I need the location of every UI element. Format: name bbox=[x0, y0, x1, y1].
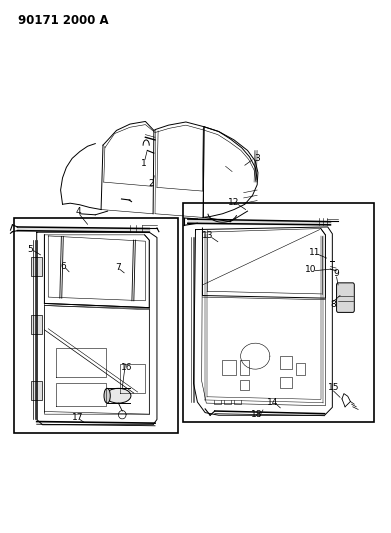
Bar bbox=[240, 360, 249, 375]
Text: 2: 2 bbox=[148, 179, 154, 188]
Text: 16: 16 bbox=[121, 364, 133, 372]
Text: 3: 3 bbox=[254, 154, 260, 163]
Text: 12: 12 bbox=[228, 198, 240, 207]
Ellipse shape bbox=[104, 389, 110, 403]
Bar bbox=[296, 363, 305, 375]
Text: 15: 15 bbox=[328, 383, 339, 392]
Text: 5: 5 bbox=[28, 245, 33, 254]
Bar bbox=[31, 257, 42, 276]
Text: 8: 8 bbox=[331, 300, 336, 309]
FancyBboxPatch shape bbox=[337, 283, 354, 312]
Text: 18: 18 bbox=[251, 410, 263, 419]
Text: 6: 6 bbox=[61, 262, 66, 271]
Text: 13: 13 bbox=[202, 231, 213, 240]
Text: 7: 7 bbox=[115, 263, 120, 272]
Text: 9: 9 bbox=[333, 269, 339, 278]
Bar bbox=[183, 203, 373, 422]
Bar bbox=[222, 360, 236, 375]
Text: 90171 2000 A: 90171 2000 A bbox=[18, 14, 109, 27]
Bar bbox=[240, 380, 249, 391]
Text: 14: 14 bbox=[267, 398, 278, 407]
Text: 10: 10 bbox=[305, 265, 317, 274]
Bar bbox=[280, 377, 292, 388]
Text: 11: 11 bbox=[309, 248, 321, 257]
Bar bbox=[280, 356, 292, 369]
Text: 1: 1 bbox=[141, 159, 146, 167]
Bar bbox=[31, 381, 42, 400]
Text: 17: 17 bbox=[72, 413, 84, 422]
Bar bbox=[14, 218, 178, 433]
Text: 4: 4 bbox=[75, 207, 81, 216]
Ellipse shape bbox=[106, 389, 131, 403]
Bar bbox=[31, 315, 42, 334]
